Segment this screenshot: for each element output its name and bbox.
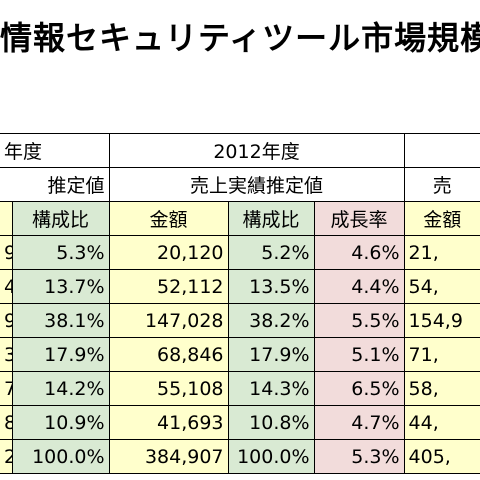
next-year-header (403, 133, 480, 168)
prev-ratio-cell: 17.9% (11, 337, 110, 372)
ratio-2012-cell: 5.2% (227, 235, 315, 270)
prev-ratio-cell: 13.7% (11, 269, 110, 304)
ratio-2012-cell: 13.5% (227, 269, 315, 304)
next-amount-cell: 71, (403, 337, 480, 372)
prev-ratio-cell: 100.0% (11, 439, 110, 474)
growth-2012-cell: 4.4% (313, 269, 405, 304)
amount-2012-cell: 68,846 (108, 337, 229, 372)
amount-2012-cell: 384,907 (108, 439, 229, 474)
next-amount-cell: 405, (403, 439, 480, 474)
prev-ratio-cell: 14.2% (11, 371, 110, 406)
amount-2012-cell: 55,108 (108, 371, 229, 406)
next-amount-cell: 58, (403, 371, 480, 406)
prev-year-header: 年度 (0, 133, 110, 168)
next-estimate-header: 売 (403, 167, 480, 202)
ratio-2012-cell: 17.9% (227, 337, 315, 372)
ratio-2012-cell: 38.2% (227, 303, 315, 338)
prev-amount-cell: 4 (0, 269, 13, 304)
prev-estimate-header: 推定値 (0, 167, 110, 202)
growth-2012-cell: 5.3% (313, 439, 405, 474)
next-amount-cell: 154,9 (403, 303, 480, 338)
prev-amount-header (0, 201, 13, 236)
prev-amount-cell: 2 (0, 439, 13, 474)
growth-2012-header: 成長率 (313, 201, 405, 236)
amount-2012-cell: 52,112 (108, 269, 229, 304)
page-title: 情報セキュリティツール市場規模 (0, 19, 480, 57)
header-row-estimate: 推定値 売上実績推定値 売 (0, 167, 480, 202)
ratio-2012-header: 構成比 (227, 201, 315, 236)
prev-amount-cell: 3 (0, 337, 13, 372)
prev-amount-cell: 8 (0, 405, 13, 440)
year-2012-header: 2012年度 (108, 133, 405, 168)
amount-2012-cell: 147,028 (108, 303, 229, 338)
prev-amount-cell: 9 (0, 303, 13, 338)
amount-2012-cell: 20,120 (108, 235, 229, 270)
ratio-2012-cell: 14.3% (227, 371, 315, 406)
prev-ratio-header: 構成比 (11, 201, 110, 236)
header-row-year: 年度 2012年度 (0, 133, 480, 168)
prev-ratio-cell: 5.3% (11, 235, 110, 270)
growth-2012-cell: 4.7% (313, 405, 405, 440)
amount-2012-header: 金額 (108, 201, 229, 236)
growth-2012-cell: 6.5% (313, 371, 405, 406)
next-amount-cell: 54, (403, 269, 480, 304)
header-row-columns: 構成比 金額 構成比 成長率 金額 (0, 201, 480, 236)
next-amount-cell: 21, (403, 235, 480, 270)
prev-amount-cell: 9 (0, 235, 13, 270)
next-amount-cell: 44, (403, 405, 480, 440)
ratio-2012-cell: 100.0% (227, 439, 315, 474)
next-amount-header: 金額 (403, 201, 480, 236)
amount-2012-cell: 41,693 (108, 405, 229, 440)
prev-ratio-cell: 10.9% (11, 405, 110, 440)
prev-amount-cell: 7 (0, 371, 13, 406)
prev-ratio-cell: 38.1% (11, 303, 110, 338)
growth-2012-cell: 5.1% (313, 337, 405, 372)
growth-2012-cell: 4.6% (313, 235, 405, 270)
growth-2012-cell: 5.5% (313, 303, 405, 338)
estimate-2012-header: 売上実績推定値 (108, 167, 405, 202)
market-size-table: 年度 2012年度 推定値 売上実績推定値 売 構成比 金額 構成比 成長率 金… (0, 133, 480, 474)
ratio-2012-cell: 10.8% (227, 405, 315, 440)
